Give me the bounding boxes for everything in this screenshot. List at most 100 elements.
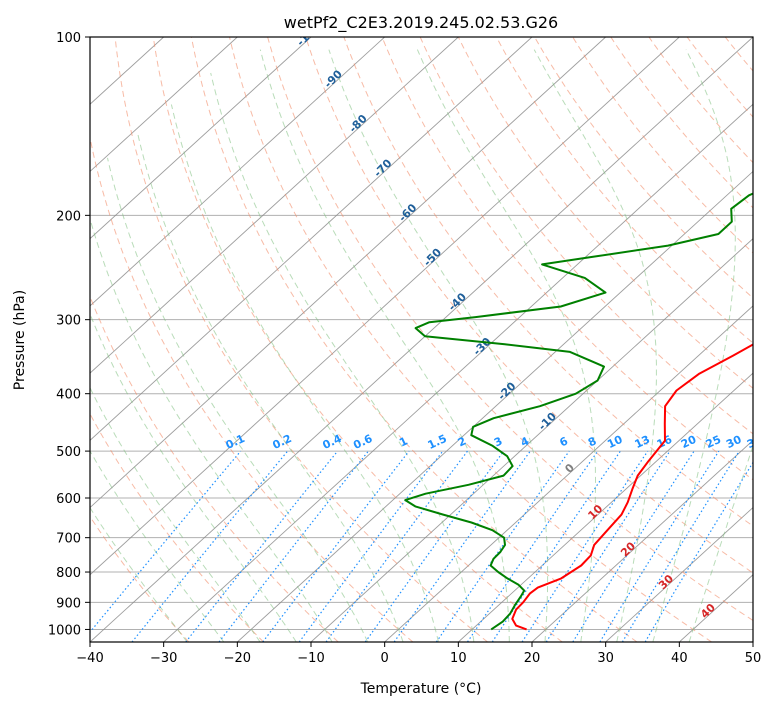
dry-adiabat bbox=[190, 37, 638, 642]
isotherm bbox=[458, 372, 753, 642]
moist-adiabat bbox=[90, 386, 261, 642]
y-tick-label: 400 bbox=[56, 388, 81, 403]
isotherm bbox=[163, 103, 753, 642]
isotherm bbox=[90, 37, 459, 374]
y-tick-label: 100 bbox=[56, 31, 81, 46]
y-tick-label: 600 bbox=[56, 492, 81, 507]
mixing-ratio-label: 36 bbox=[745, 433, 765, 451]
isotherm bbox=[90, 37, 385, 307]
mixing-ratio-line bbox=[435, 450, 570, 642]
isotherm bbox=[237, 170, 753, 642]
isotherm bbox=[90, 37, 753, 642]
mixing-ratio-line bbox=[90, 450, 242, 633]
dry-adiabat bbox=[267, 37, 753, 622]
x-tick-label: 20 bbox=[524, 651, 541, 666]
moist-adiabat bbox=[688, 444, 753, 642]
isotherm bbox=[605, 506, 753, 642]
mixing-ratio-line bbox=[262, 450, 410, 642]
mixing-ratio-line bbox=[298, 450, 444, 642]
x-tick-label: 10 bbox=[450, 651, 467, 666]
moist-adiabat bbox=[170, 104, 439, 642]
y-tick-label: 500 bbox=[56, 445, 81, 460]
dry-adiabat bbox=[572, 37, 753, 254]
dry-adiabat-lines bbox=[90, 37, 775, 642]
dry-adiabat bbox=[381, 37, 753, 481]
isotherm bbox=[531, 439, 753, 642]
y-tick-label: 1000 bbox=[48, 623, 81, 638]
dry-adiabat bbox=[419, 37, 753, 435]
moist-adiabat bbox=[90, 217, 333, 642]
mixing-ratio-line bbox=[325, 450, 468, 642]
isotherm bbox=[310, 238, 753, 642]
moist-adiabat-lines bbox=[90, 49, 753, 642]
mixing-ratio-label: 20 bbox=[679, 433, 699, 451]
mixing-ratio-line bbox=[572, 450, 695, 642]
y-tick-label: 700 bbox=[56, 532, 81, 547]
mixing-ratio-line bbox=[364, 450, 505, 642]
x-axis-label: Temperature (°C) bbox=[360, 681, 482, 697]
isotherm bbox=[752, 641, 753, 642]
plot-frame bbox=[89, 36, 754, 643]
dry-adiabat bbox=[457, 37, 753, 389]
mixing-ratio-line bbox=[185, 450, 339, 642]
dry-adiabat bbox=[495, 37, 753, 344]
isotherm bbox=[90, 37, 312, 240]
isotherm-lines bbox=[90, 37, 753, 642]
mixing-ratio-label: 30 bbox=[724, 433, 744, 451]
isotherm bbox=[384, 305, 753, 642]
dry-adiabat bbox=[305, 37, 753, 574]
moist-adiabat bbox=[137, 132, 404, 642]
isotherm bbox=[90, 37, 238, 173]
moist-adiabat bbox=[107, 157, 369, 642]
moist-adiabat bbox=[652, 49, 736, 642]
temperature-profile bbox=[511, 343, 753, 631]
y-tick-label: 300 bbox=[56, 314, 81, 329]
x-tick-label: −40 bbox=[76, 651, 103, 666]
axes: −40 −30 −20 −10 0 10 20 30 40 50 100 200 300 400 500 60… bbox=[48, 31, 761, 666]
x-tick-label: 40 bbox=[671, 651, 688, 666]
mixing-ratio-label: 25 bbox=[704, 433, 723, 451]
dry-adiabat bbox=[343, 37, 753, 527]
x-tick-label: −30 bbox=[150, 651, 177, 666]
moist-adiabat bbox=[328, 49, 549, 642]
x-tick-label: 30 bbox=[597, 651, 614, 666]
mixing-ratio-line bbox=[621, 450, 740, 642]
moist-adiabat bbox=[90, 312, 297, 642]
dry-adiabat bbox=[90, 515, 190, 642]
dewpoint-profile bbox=[404, 192, 753, 631]
y-tick-label: 800 bbox=[56, 566, 81, 581]
sounding-profiles bbox=[404, 192, 753, 631]
x-tick-label: −20 bbox=[224, 651, 251, 666]
mixing-ratio-line bbox=[545, 450, 671, 642]
chart-title: wetPf2_C2E3.2019.245.02.53.G26 bbox=[284, 13, 558, 33]
dry-adiabat-label: -100 bbox=[294, 20, 323, 49]
x-tick-label: −10 bbox=[297, 651, 324, 666]
y-tick-label: 900 bbox=[56, 596, 81, 611]
moist-adiabat bbox=[210, 72, 475, 642]
mixing-ratio-label: 10 bbox=[605, 433, 625, 451]
x-tick-label: 0 bbox=[381, 651, 389, 666]
y-axis-label: Pressure (hPa) bbox=[12, 290, 28, 390]
dry-adiabat bbox=[90, 295, 339, 642]
pressure-grid bbox=[90, 36, 753, 630]
x-tick-label: 50 bbox=[745, 651, 762, 666]
isotherm bbox=[90, 37, 533, 441]
mixing-ratio-line bbox=[521, 450, 649, 642]
y-tick-label: 200 bbox=[56, 209, 81, 224]
isotherm bbox=[90, 37, 680, 576]
dry-adiabat bbox=[229, 37, 712, 642]
mixing-ratio-line bbox=[393, 450, 531, 642]
mixing-ratio-line bbox=[466, 450, 599, 642]
mixing-ratio-line bbox=[131, 450, 289, 642]
dry-adiabat bbox=[152, 37, 563, 642]
mixing-ratio-label: 13 bbox=[633, 433, 652, 451]
dry-adiabat bbox=[763, 37, 775, 642]
moist-adiabat bbox=[259, 49, 510, 642]
isotherm bbox=[90, 37, 606, 509]
mixing-ratio-line bbox=[491, 450, 621, 642]
dry-adiabat bbox=[90, 135, 414, 642]
dry-adiabat bbox=[90, 412, 264, 642]
moist-adiabat bbox=[90, 449, 225, 642]
